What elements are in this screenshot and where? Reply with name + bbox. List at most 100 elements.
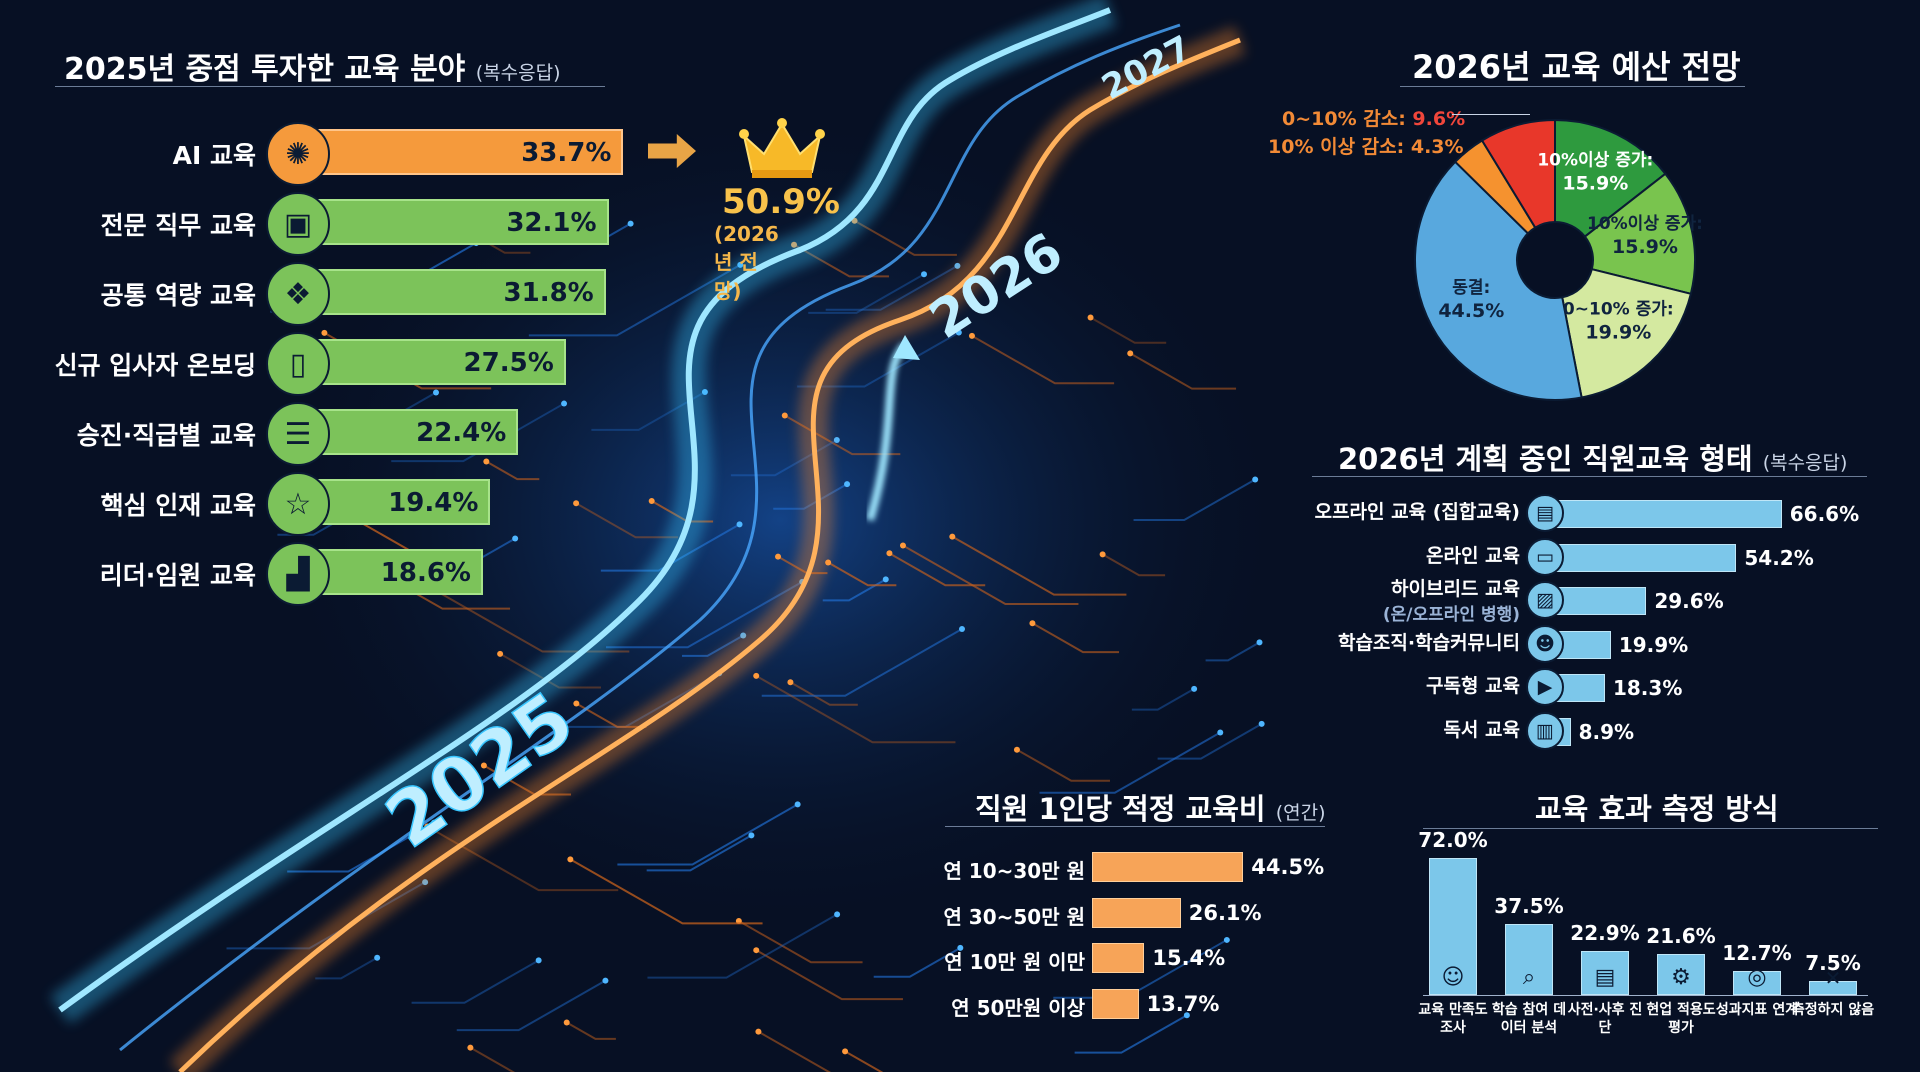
clipboard-icon: ▤	[1594, 964, 1616, 990]
format-value-label: 66.6%	[1789, 502, 1860, 526]
star-icon: ☆	[266, 472, 330, 536]
circuit-node	[781, 412, 788, 419]
measurement-value-label: 72.0%	[1418, 828, 1488, 853]
circuit-node	[844, 481, 851, 488]
circuit-trace	[825, 264, 958, 311]
format-bar-row: 온라인 교육 ▭ 54.2%	[1300, 537, 1900, 576]
cost-category-label: 연 10만 원 이만	[944, 950, 1085, 974]
circuit-trace	[757, 1030, 831, 1072]
circuit-trace	[287, 821, 435, 873]
circuit-trace	[1016, 748, 1110, 782]
investment-value-label: 19.4%	[388, 488, 479, 518]
circuit-node	[834, 911, 841, 918]
circuit-node	[1087, 314, 1094, 321]
whiteboard-icon: ▨	[1526, 581, 1564, 619]
pie-slice-value: 15.9%	[1612, 236, 1678, 258]
callout-label: (2026년 전망)	[714, 222, 779, 303]
circuit-node	[899, 542, 906, 549]
cost-bar-row: 연 30~50만 원 26.1%	[930, 896, 1370, 930]
measurement-value-label: 7.5%	[1805, 950, 1861, 975]
cost-bar-row: 연 50만원 이상 13.7%	[930, 987, 1370, 1021]
investment-category-label: 승진·직급별 교육	[76, 421, 256, 450]
circuit-node	[787, 679, 794, 686]
cost-bar-row: 연 10~30만 원 44.5%	[930, 850, 1370, 884]
circuit-trace	[1157, 723, 1263, 760]
pie-slice	[1554, 118, 1667, 239]
circuit-node	[497, 650, 504, 657]
circuit-node	[1191, 685, 1198, 692]
measurement-category-label: 학습 참여 데이터 분석	[1491, 1002, 1567, 1036]
measurement-chart-title: 교육 효과 측정 방식	[1535, 792, 1779, 826]
book-icon: ▥	[1526, 711, 1564, 750]
circuit-trace	[971, 334, 1115, 385]
podium-icon: ▟	[266, 542, 330, 606]
measurement-category-label: 사전·사후 진단	[1567, 1002, 1643, 1036]
circuit-node	[602, 977, 609, 984]
target-icon: ◎	[1747, 964, 1767, 990]
circuit-node	[886, 550, 893, 557]
cost-bar-row: 연 10만 원 이만 15.4%	[930, 941, 1370, 975]
format-bar-row: 독서 교육 ▥ 8.9%	[1300, 711, 1900, 750]
circuit-trace	[605, 580, 803, 649]
investment-bar	[310, 549, 483, 595]
cost-category-label: 연 30~50만 원	[943, 904, 1085, 929]
circuit-trace	[575, 502, 679, 539]
format-value-label: 19.9%	[1618, 632, 1689, 657]
close-icon: ✕	[1824, 966, 1842, 990]
investment-value-label: 33.7%	[521, 138, 612, 168]
investment-category-label: 리더·임원 교육	[99, 561, 256, 590]
pie-connector	[1452, 114, 1530, 115]
cost-value-label: 26.1%	[1188, 900, 1262, 925]
measurement-column: ⚙	[1657, 953, 1705, 995]
circuit-node	[483, 458, 490, 465]
measurement-value-label: 21.6%	[1646, 923, 1716, 948]
circuit-node	[968, 332, 975, 339]
brain-icon: ✺	[266, 122, 330, 186]
investment-title-rule	[55, 86, 605, 87]
measurement-column: ▤	[1581, 951, 1629, 995]
circuit-trace	[566, 1021, 616, 1040]
format-category-label: 하이브리드 교육	[1391, 578, 1520, 600]
circuit-node	[842, 1048, 849, 1055]
investment-category-label: 신규 입사자 온보딩	[54, 351, 256, 380]
pie-decrease-large-label: 10% 이상 감소: 4.3%	[1268, 136, 1464, 158]
measurement-category-label: 성과지표 연계	[1715, 1002, 1799, 1018]
format-value-label: 29.6%	[1654, 589, 1724, 613]
circuit-node	[755, 1028, 762, 1035]
circuit-trace	[827, 561, 897, 587]
circuit-trace	[873, 946, 961, 978]
classroom-icon: ▤	[1526, 494, 1564, 532]
pie-slice-label: 10%이상 증가:	[1537, 150, 1653, 170]
circuit-trace	[456, 979, 606, 1032]
measurement-category-label: 측정하지 않음	[1791, 1002, 1875, 1018]
door-icon: ▯	[266, 332, 330, 396]
pie-slice-label: 동결:	[1452, 278, 1490, 298]
measurement-column: ⌕	[1505, 923, 1553, 995]
circuit-node	[957, 944, 964, 951]
circuit-node	[1127, 350, 1134, 357]
investment-bar-row: 리더·임원 교육 ▟ 18.6%	[0, 542, 700, 606]
circuit-node	[1217, 729, 1224, 736]
circuit-trace	[808, 273, 925, 314]
pie-decrease-small-label: 0~10% 감소: 9.6%	[1282, 108, 1466, 130]
circuit-node	[535, 957, 542, 964]
circuit-trace	[755, 949, 903, 1001]
cost-category-label: 연 50만원 이상	[951, 995, 1085, 1020]
investment-bar-row: 신규 입사자 온보딩 ▯ 27.5%	[0, 332, 700, 396]
pie-slice	[1583, 172, 1696, 296]
circuit-node	[512, 535, 519, 542]
investment-value-label: 32.1%	[506, 208, 597, 238]
circuit-trace	[1039, 731, 1221, 794]
callout-value: 50.9%	[722, 182, 840, 222]
circuit-trace	[1090, 316, 1167, 344]
format-value-label: 18.3%	[1612, 676, 1683, 700]
circuit-node	[467, 1044, 474, 1051]
pie-slice	[1480, 118, 1556, 229]
investment-category-label: 전문 직무 교육	[100, 211, 256, 240]
pie-slice	[1414, 160, 1583, 401]
measurement-column: ✕	[1809, 966, 1857, 995]
cost-value-label: 15.4%	[1152, 946, 1226, 970]
circuit-node	[567, 856, 574, 863]
format-value-label: 8.9%	[1578, 719, 1635, 744]
format-category-label: 구독형 교육	[1425, 675, 1520, 697]
